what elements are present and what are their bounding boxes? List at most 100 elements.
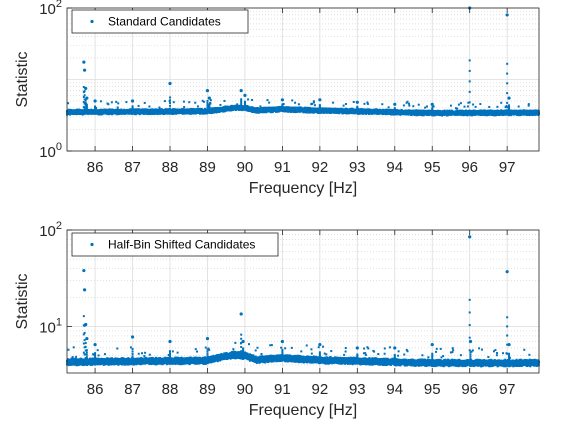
data-point: [188, 101, 191, 104]
data-point: [295, 109, 299, 112]
data-point: [301, 107, 304, 110]
data-point: [461, 113, 464, 116]
data-point: [67, 102, 70, 105]
data-point: [302, 108, 306, 111]
data-point: [311, 102, 314, 105]
data-point: [312, 100, 315, 103]
data-point: [107, 103, 110, 106]
data-point: [297, 103, 300, 106]
data-point: [266, 99, 269, 102]
data-point: [504, 106, 507, 109]
data-point: [95, 111, 98, 114]
data-point: [81, 112, 84, 116]
data-point: [436, 112, 439, 116]
data-point: [527, 104, 530, 107]
data-point: [372, 109, 375, 112]
data-point: [337, 107, 340, 111]
data-point: [432, 105, 435, 108]
data-point: [103, 112, 107, 115]
data-point: [124, 112, 128, 115]
data-point: [434, 113, 437, 116]
data-point: [235, 108, 238, 111]
data-point: [146, 112, 149, 115]
data-point: [257, 107, 260, 110]
data-point: [400, 109, 403, 113]
data-point: [200, 111, 203, 115]
data-point: [110, 101, 113, 104]
data-point: [137, 104, 140, 107]
data-point: [427, 114, 430, 117]
data-point: [449, 104, 452, 107]
data-point: [312, 101, 315, 104]
data-point: [523, 113, 526, 116]
data-point: [394, 109, 398, 112]
data-point: [417, 103, 420, 106]
data-point: [231, 108, 234, 111]
data-point: [446, 113, 449, 116]
data-point: [492, 113, 495, 116]
data-point: [506, 106, 509, 109]
data-point: [143, 101, 146, 104]
data-point: [425, 105, 428, 108]
data-point: [472, 103, 475, 106]
data-point: [402, 104, 405, 107]
data-point: [405, 101, 408, 104]
data-point: [233, 107, 236, 111]
data-point: [163, 100, 166, 103]
data-point: [366, 101, 369, 104]
data-point: [125, 101, 128, 104]
data-point: [179, 111, 182, 114]
data-point: [467, 101, 470, 104]
data-point: [417, 109, 420, 112]
data-point: [130, 112, 133, 115]
data-point: [277, 109, 280, 112]
data-point: [209, 102, 212, 105]
data-point: [136, 112, 139, 115]
data-point: [352, 100, 355, 103]
data-point: [406, 100, 409, 103]
data-point: [192, 111, 195, 114]
data-point: [291, 99, 294, 102]
data-point: [426, 113, 429, 116]
data-point: [466, 105, 469, 108]
data-point: [198, 108, 201, 111]
data-point: [407, 102, 410, 105]
data-point: [219, 103, 222, 106]
data-point: [201, 99, 204, 102]
data-point: [459, 102, 462, 105]
data-point: [408, 104, 411, 107]
data-point: [158, 106, 161, 109]
data-point: [288, 110, 291, 113]
data-point: [182, 100, 185, 103]
data-point: [485, 113, 488, 116]
data-point: [342, 104, 345, 107]
data-point: [465, 112, 468, 115]
data-point: [312, 107, 316, 110]
data-point: [120, 109, 123, 112]
data-point: [279, 109, 282, 112]
series-points: [65, 6, 541, 117]
data-point: [268, 101, 271, 104]
data-point: [259, 105, 262, 108]
data-point: [163, 109, 167, 112]
data-point: [505, 104, 508, 107]
data-point: [476, 110, 480, 113]
data-point: [100, 109, 103, 112]
data-point: [282, 102, 285, 105]
data-point: [99, 100, 102, 103]
data-point: [251, 98, 254, 101]
data-point: [469, 113, 472, 116]
data-point: [368, 109, 371, 112]
data-point: [329, 108, 332, 111]
data-point: [172, 101, 175, 104]
data-point: [158, 111, 161, 115]
data-point: [381, 103, 384, 106]
data-point: [196, 105, 199, 108]
data-point: [424, 106, 427, 109]
chart-panel-1: 86 87 88 89 90 91 92 93 94 95 96 97100102StatisticF…: [14, 0, 541, 197]
data-point: [344, 103, 347, 106]
data-point: [442, 113, 445, 116]
data-point: [431, 105, 434, 108]
data-point: [296, 107, 300, 110]
